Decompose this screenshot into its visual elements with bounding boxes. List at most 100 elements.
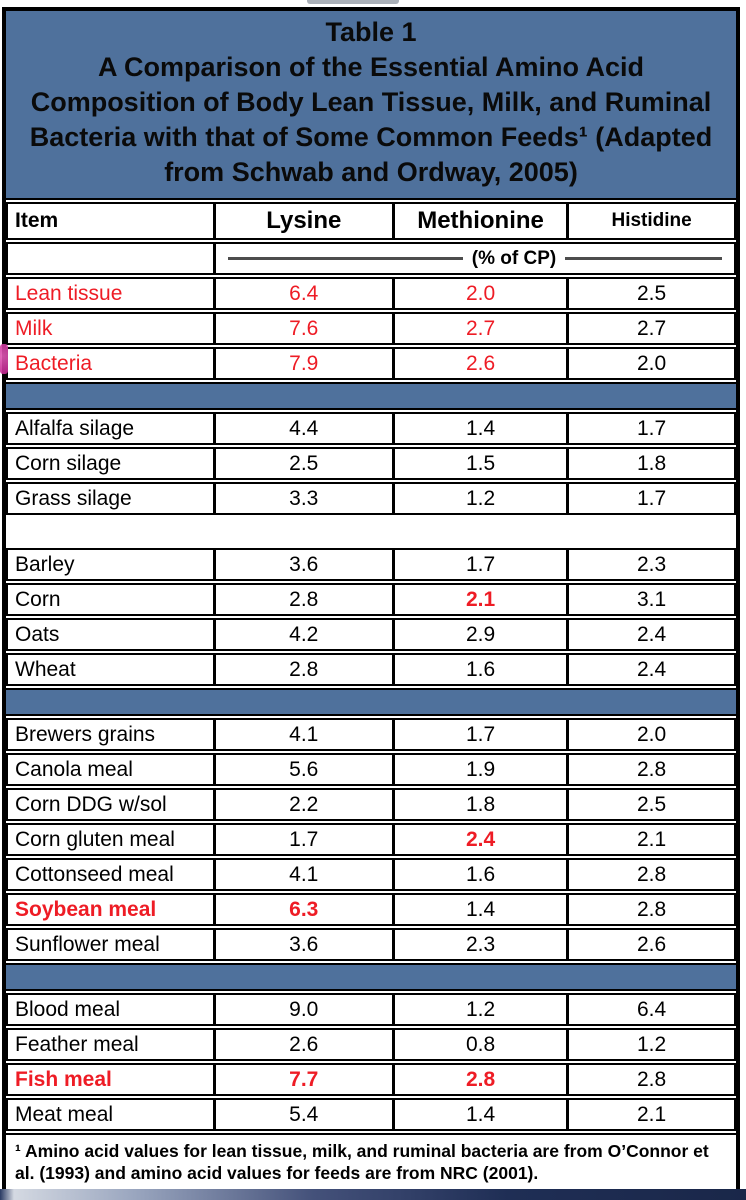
value-cell: 1.2 bbox=[636, 1032, 667, 1056]
item-cell: Wheat bbox=[8, 655, 216, 684]
value-cell: 2.6 bbox=[395, 349, 570, 378]
value-cell: 2.3 bbox=[636, 552, 667, 576]
table-row: Feather meal 2.6 0.8 1.2 bbox=[6, 1028, 736, 1061]
item-cell: Soybean meal bbox=[8, 895, 216, 924]
value-cell: 3.6 bbox=[216, 930, 395, 959]
table-row: Wheat 2.8 1.6 2.4 bbox=[6, 653, 736, 686]
section-separator bbox=[6, 382, 736, 410]
item-cell: Feather meal bbox=[8, 1030, 216, 1059]
value-cell: 6.4 bbox=[636, 997, 667, 1021]
value-cell: 2.4 bbox=[395, 825, 570, 854]
value-cell: 2.8 bbox=[216, 585, 395, 614]
value-cell: 2.1 bbox=[636, 1102, 667, 1126]
table-row: Corn gluten meal 1.7 2.4 2.1 bbox=[6, 823, 736, 856]
table-row: Grass silage 3.3 1.2 1.7 bbox=[6, 482, 736, 515]
table-row: Corn 2.8 2.1 3.1 bbox=[6, 583, 736, 616]
value-cell: 2.7 bbox=[395, 314, 570, 343]
value-cell: 1.2 bbox=[395, 484, 570, 513]
item-cell: Cottonseed meal bbox=[8, 860, 216, 889]
value-cell: 1.4 bbox=[395, 414, 570, 443]
cursor-artifact bbox=[0, 344, 8, 374]
section-spacer bbox=[6, 517, 736, 546]
value-cell: 2.3 bbox=[395, 930, 570, 959]
table-row: Cottonseed meal 4.1 1.6 2.8 bbox=[6, 858, 736, 891]
value-cell: 3.3 bbox=[216, 484, 395, 513]
value-cell: 1.4 bbox=[395, 895, 570, 924]
value-cell: 1.2 bbox=[395, 995, 570, 1024]
value-cell: 4.1 bbox=[216, 720, 395, 749]
value-cell: 5.4 bbox=[216, 1100, 395, 1129]
value-cell: 7.7 bbox=[216, 1065, 395, 1094]
table-row: Lean tissue 6.4 2.0 2.5 bbox=[6, 277, 736, 310]
table-row: Corn silage 2.5 1.5 1.8 bbox=[6, 447, 736, 480]
column-header-methionine: Methionine bbox=[395, 204, 570, 238]
value-cell: 2.1 bbox=[395, 585, 570, 614]
value-cell: 6.3 bbox=[216, 895, 395, 924]
item-cell: Milk bbox=[8, 314, 216, 343]
column-header-lysine: Lysine bbox=[216, 204, 395, 238]
item-cell: Corn bbox=[8, 585, 216, 614]
item-cell: Corn DDG w/sol bbox=[8, 790, 216, 819]
value-cell: 4.1 bbox=[216, 860, 395, 889]
value-cell: 1.8 bbox=[395, 790, 570, 819]
table-row: Soybean meal 6.3 1.4 2.8 bbox=[6, 893, 736, 926]
value-cell: 2.2 bbox=[216, 790, 395, 819]
amino-acid-table: Table 1 A Comparison of the Essential Am… bbox=[2, 7, 740, 1196]
item-cell: Lean tissue bbox=[8, 279, 216, 308]
item-cell: Oats bbox=[8, 620, 216, 649]
value-cell: 9.0 bbox=[216, 995, 395, 1024]
table-row: Blood meal 9.0 1.2 6.4 bbox=[6, 993, 736, 1026]
table-row: Meat meal 5.4 1.4 2.1 bbox=[6, 1098, 736, 1131]
value-cell: 2.6 bbox=[216, 1030, 395, 1059]
value-cell: 7.6 bbox=[216, 314, 395, 343]
value-cell: 1.7 bbox=[636, 486, 667, 510]
value-cell: 4.4 bbox=[216, 414, 395, 443]
value-cell: 2.4 bbox=[636, 622, 667, 646]
item-cell: Alfalfa silage bbox=[8, 414, 216, 443]
value-cell: 2.1 bbox=[636, 827, 667, 851]
table-row: Alfalfa silage 4.4 1.4 1.7 bbox=[6, 412, 736, 445]
value-cell: 3.6 bbox=[216, 550, 395, 579]
slide-background-strip bbox=[0, 1189, 746, 1200]
unit-merged-cell: (% of CP) bbox=[216, 244, 734, 273]
item-cell: Brewers grains bbox=[8, 720, 216, 749]
unit-dash-left bbox=[227, 257, 463, 260]
table-row: Oats 4.2 2.9 2.4 bbox=[6, 618, 736, 651]
unit-dash-right bbox=[565, 257, 722, 260]
unit-row-empty-cell bbox=[8, 244, 216, 273]
value-cell: 2.0 bbox=[636, 351, 667, 375]
item-cell: Grass silage bbox=[8, 484, 216, 513]
table-body: Lean tissue 6.4 2.0 2.5 Milk 7.6 2.7 2.7… bbox=[6, 277, 736, 1131]
value-cell: 1.5 bbox=[395, 449, 570, 478]
value-cell: 2.4 bbox=[636, 657, 667, 681]
value-cell: 7.9 bbox=[216, 349, 395, 378]
item-cell: Canola meal bbox=[8, 755, 216, 784]
item-cell: Corn silage bbox=[8, 449, 216, 478]
value-cell: 1.9 bbox=[395, 755, 570, 784]
footnote: ¹ Amino acid values for lean tissue, mil… bbox=[6, 1133, 736, 1190]
table-row: Bacteria 7.9 2.6 2.0 bbox=[6, 347, 736, 380]
value-cell: 2.8 bbox=[636, 1067, 667, 1091]
column-header-histidine: Histidine bbox=[611, 210, 692, 231]
value-cell: 1.7 bbox=[216, 825, 395, 854]
value-cell: 1.4 bbox=[395, 1100, 570, 1129]
value-cell: 1.8 bbox=[636, 451, 667, 475]
table-row: Fish meal 7.7 2.8 2.8 bbox=[6, 1063, 736, 1096]
value-cell: 5.6 bbox=[216, 755, 395, 784]
value-cell: 2.6 bbox=[636, 932, 667, 956]
table-row: Canola meal 5.6 1.9 2.8 bbox=[6, 753, 736, 786]
table-row: Barley 3.6 1.7 2.3 bbox=[6, 548, 736, 581]
table-title-band: Table 1 A Comparison of the Essential Am… bbox=[6, 11, 736, 200]
item-cell: Sunflower meal bbox=[8, 930, 216, 959]
item-cell: Meat meal bbox=[8, 1100, 216, 1129]
value-cell: 2.8 bbox=[395, 1065, 570, 1094]
unit-row: (% of CP) bbox=[6, 242, 736, 275]
value-cell: 2.5 bbox=[636, 281, 667, 305]
value-cell: 4.2 bbox=[216, 620, 395, 649]
item-cell: Blood meal bbox=[8, 995, 216, 1024]
value-cell: 2.5 bbox=[636, 792, 667, 816]
value-cell: 1.7 bbox=[395, 550, 570, 579]
value-cell: 2.8 bbox=[216, 655, 395, 684]
table-row: Milk 7.6 2.7 2.7 bbox=[6, 312, 736, 345]
value-cell: 2.9 bbox=[395, 620, 570, 649]
